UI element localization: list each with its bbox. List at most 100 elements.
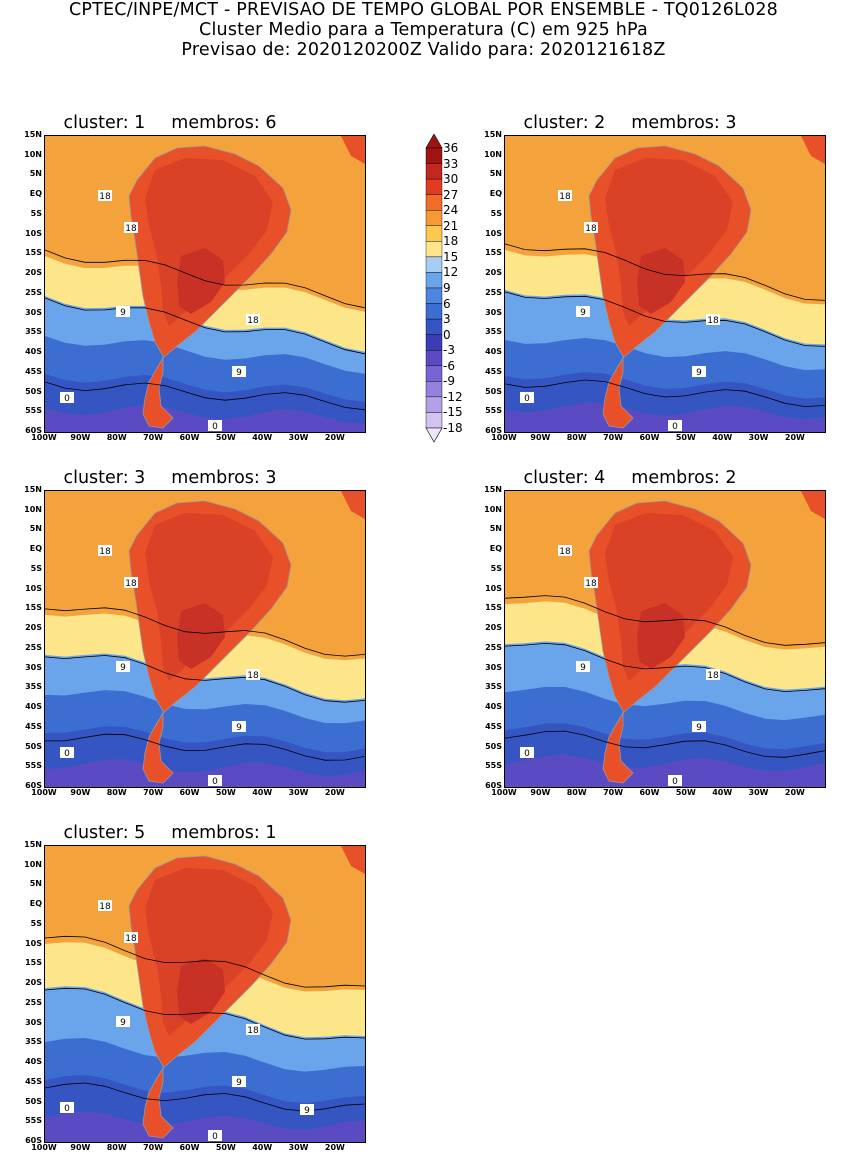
x-tick-label: 60W xyxy=(639,433,660,442)
contour-line xyxy=(45,607,365,657)
y-tick-label: 5S xyxy=(30,208,42,218)
y-tick-label: 15N xyxy=(484,485,502,494)
contour-label-bg xyxy=(116,1016,130,1027)
contour-label-bg xyxy=(692,366,706,377)
y-tick-label: 25S xyxy=(25,287,42,297)
y-tick-label: 45S xyxy=(25,366,42,376)
y-tick-label: 5N xyxy=(489,524,502,534)
contour-label: 0 xyxy=(212,777,218,787)
x-tick-label: 30W xyxy=(748,433,769,442)
x-tick-label: 50W xyxy=(675,433,696,442)
contour-label: 0 xyxy=(212,1132,218,1142)
y-tick-label: 10N xyxy=(484,149,502,159)
temperature-band xyxy=(45,405,365,432)
contour-label: 0 xyxy=(64,1104,70,1114)
contour-label-bg xyxy=(584,222,598,233)
contour-label-bg xyxy=(692,721,706,732)
y-tick-label: 5S xyxy=(490,208,502,218)
y-tick-label: 10S xyxy=(25,938,42,948)
colorbar-segment xyxy=(425,194,443,211)
contour-label-bg xyxy=(60,392,74,403)
x-tick-label: 70W xyxy=(603,433,624,442)
y-tick-label: 5S xyxy=(30,563,42,573)
map-frame: 18 18 9 18 9 0 0 xyxy=(44,135,366,433)
contour-label: 0 xyxy=(524,394,530,404)
contour-label-bg xyxy=(116,306,130,317)
x-tick-label: 30W xyxy=(288,433,309,442)
y-tick-label: 50S xyxy=(485,386,502,396)
colorbar-label: 6 xyxy=(443,296,451,311)
contour-label-bg xyxy=(668,420,682,431)
colorbar-segment xyxy=(425,256,443,273)
y-tick-label: 50S xyxy=(25,1096,42,1106)
x-tick-label: 90W xyxy=(530,433,551,442)
contour-label-bg xyxy=(706,314,720,325)
y-tick-label: 5N xyxy=(29,169,42,179)
x-tick-label: 90W xyxy=(70,1143,91,1152)
x-tick-label: 60W xyxy=(179,433,200,442)
temperature-band xyxy=(505,402,825,432)
x-tick-label: 90W xyxy=(70,433,91,442)
y-tick-label: 30S xyxy=(485,307,502,317)
x-tick-label: 100W xyxy=(491,788,517,797)
y-tick-label: 45S xyxy=(485,366,502,376)
y-tick-label: 5N xyxy=(29,879,42,889)
colorbar-label: -3 xyxy=(443,343,455,358)
y-tick-label: 10S xyxy=(485,583,502,593)
y-tick-label: 15S xyxy=(25,603,42,613)
contour-label-bg xyxy=(124,932,138,943)
y-tick-label: 20S xyxy=(25,623,42,633)
contour-label: 9 xyxy=(696,368,702,378)
hottest-region xyxy=(637,248,685,314)
map-panel-3: cluster: 3 membros: 3 18 18 9 18 9 0 0 15N 10N 5N EQ… xyxy=(0,467,366,817)
colorbar-label: -12 xyxy=(443,389,463,404)
colorbar-label: 27 xyxy=(443,187,459,202)
x-tick-label: 30W xyxy=(288,1143,309,1152)
colorbar-segment xyxy=(425,396,443,413)
colorbar-top-arrow xyxy=(425,134,443,149)
contour-label: 18 xyxy=(125,579,137,589)
contour-label: 9 xyxy=(580,308,586,318)
contour-label-bg xyxy=(558,190,572,201)
x-tick-label: 20W xyxy=(784,788,805,797)
members-label: membros: 1 xyxy=(171,823,277,843)
x-tick-label: 70W xyxy=(143,1143,164,1152)
y-tick-label: EQ xyxy=(29,189,42,199)
colorbar-segment xyxy=(425,147,443,164)
colorbar-scale xyxy=(425,134,443,443)
contour-label: 18 xyxy=(247,316,259,326)
panel-title: cluster: 2 membros: 3 xyxy=(460,112,800,134)
y-tick-label: 15S xyxy=(485,248,502,258)
contour-label: 9 xyxy=(120,663,126,673)
x-tick-label: 40W xyxy=(252,433,273,442)
contour-label: 18 xyxy=(99,902,111,912)
x-tick-label: 60W xyxy=(179,1143,200,1152)
contour-line xyxy=(45,381,365,411)
y-tick-label: 10S xyxy=(25,583,42,593)
y-tick-label: 15S xyxy=(25,958,42,968)
y-tick-label: 25S xyxy=(25,642,42,652)
contour-line xyxy=(45,297,365,355)
hottest-region xyxy=(177,603,225,669)
x-tick-label: 20W xyxy=(784,433,805,442)
y-tick-label: 40S xyxy=(25,702,42,712)
y-tick-label: 15N xyxy=(24,130,42,139)
y-tick-label: 60S xyxy=(25,1136,42,1145)
x-tick-label: 60W xyxy=(179,788,200,797)
contour-label-bg xyxy=(558,545,572,556)
contour-line xyxy=(45,987,365,1040)
contour-label-bg xyxy=(124,577,138,588)
hottest-region xyxy=(177,958,225,1024)
y-tick-label: 30S xyxy=(485,662,502,672)
contour-label: 0 xyxy=(64,394,70,404)
colorbar-segment xyxy=(425,163,443,180)
x-tick-label: 40W xyxy=(252,1143,273,1152)
x-tick-label: 80W xyxy=(106,1143,127,1152)
colorbar-label: 21 xyxy=(443,218,459,233)
map-frame: 18 18 9 18 9 0 0 xyxy=(44,490,366,788)
hot-region xyxy=(605,158,733,326)
contour-label: 18 xyxy=(559,547,571,557)
africa-coast xyxy=(801,491,825,519)
x-tick-label: 20W xyxy=(324,788,345,797)
contour-line xyxy=(505,291,825,347)
